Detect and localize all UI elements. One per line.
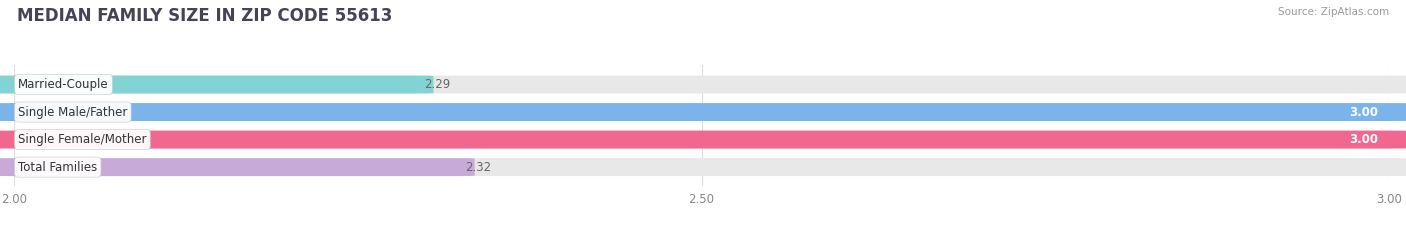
Text: 2.29: 2.29 xyxy=(423,78,450,91)
FancyBboxPatch shape xyxy=(0,103,1406,121)
Text: Source: ZipAtlas.com: Source: ZipAtlas.com xyxy=(1278,7,1389,17)
Text: Married-Couple: Married-Couple xyxy=(18,78,108,91)
Text: Single Female/Mother: Single Female/Mother xyxy=(18,133,146,146)
Text: 3.00: 3.00 xyxy=(1350,133,1378,146)
Text: MEDIAN FAMILY SIZE IN ZIP CODE 55613: MEDIAN FAMILY SIZE IN ZIP CODE 55613 xyxy=(17,7,392,25)
FancyBboxPatch shape xyxy=(0,103,1406,121)
Text: Single Male/Father: Single Male/Father xyxy=(18,106,128,119)
FancyBboxPatch shape xyxy=(0,75,433,93)
Text: 2.32: 2.32 xyxy=(465,161,491,174)
FancyBboxPatch shape xyxy=(0,75,1406,93)
FancyBboxPatch shape xyxy=(0,158,1406,176)
FancyBboxPatch shape xyxy=(0,131,1406,149)
Text: 3.00: 3.00 xyxy=(1350,106,1378,119)
Text: Total Families: Total Families xyxy=(18,161,97,174)
FancyBboxPatch shape xyxy=(0,158,475,176)
FancyBboxPatch shape xyxy=(0,131,1406,149)
